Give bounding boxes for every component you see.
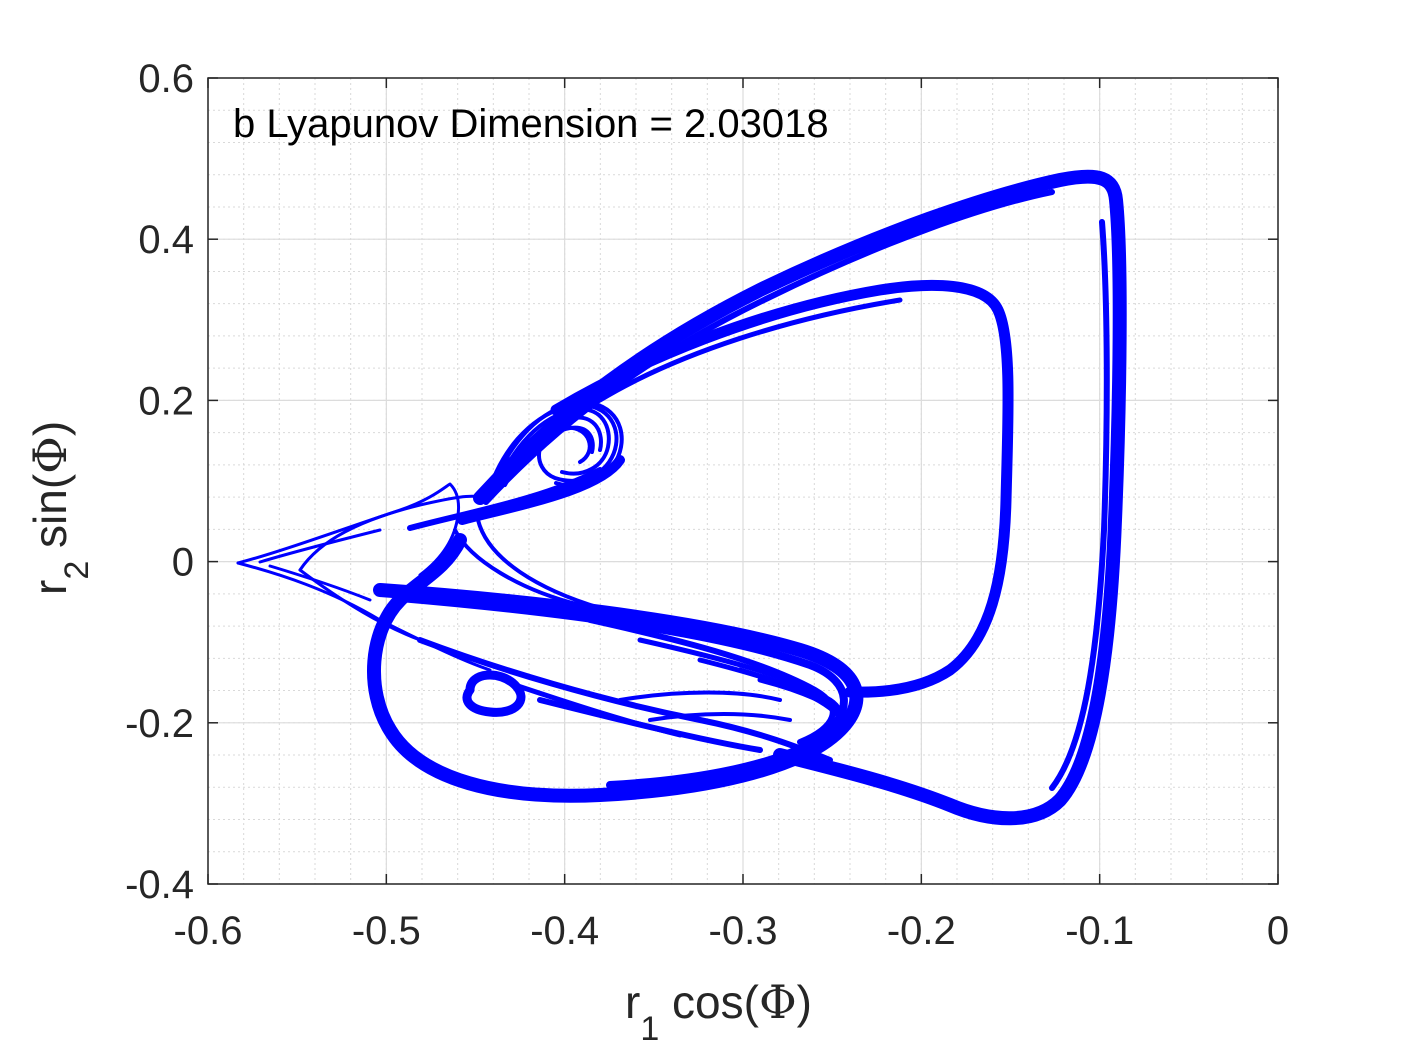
y-axis-title-close: ) xyxy=(24,421,76,436)
lyapunov-annotation: b Lyapunov Dimension = 2.03018 xyxy=(233,102,829,146)
y-tick-label: 0.4 xyxy=(138,218,194,262)
y-axis-title: r2 sin(Φ) xyxy=(23,421,96,595)
x-axis-title-close: ) xyxy=(797,976,812,1028)
x-axis-title-prefix: r xyxy=(625,976,640,1028)
x-tick-label: -0.4 xyxy=(530,909,599,953)
y-tick-label: -0.2 xyxy=(125,702,194,746)
x-tick-label: -0.2 xyxy=(887,909,956,953)
plot-area xyxy=(207,77,1279,885)
y-tick-label: 0.6 xyxy=(138,57,194,101)
attractor-trajectory xyxy=(236,169,1127,826)
axes: -0.6 -0.5 -0.4 -0.3 -0.2 -0.1 0 -0.4 -0.2 0 0.2 0.4… xyxy=(125,57,1289,953)
x-tick-label: 0 xyxy=(1267,909,1289,953)
attractor-upper-spiral xyxy=(407,400,625,531)
x-axis-title: r1 cos(Φ) xyxy=(625,975,812,1048)
attractor-inner-loop xyxy=(550,279,1014,698)
x-axis-title-symbol: Φ xyxy=(759,975,797,1029)
y-axis-title-subscript: 2 xyxy=(58,561,96,580)
y-tick-label: -0.4 xyxy=(125,863,194,907)
x-tick-label: -0.5 xyxy=(352,909,421,953)
x-axis-title-suffix: cos( xyxy=(659,976,759,1028)
x-tick-label: -0.6 xyxy=(174,909,243,953)
attractor-left-cusp xyxy=(236,482,602,672)
y-axis-title-prefix: r xyxy=(24,580,76,595)
y-tick-label: 0.2 xyxy=(138,379,194,423)
x-axis-title-subscript: 1 xyxy=(640,1010,659,1048)
attractor-lower-spiral xyxy=(367,533,864,803)
y-axis-title-suffix: sin( xyxy=(24,473,76,561)
x-tick-label: -0.3 xyxy=(709,909,778,953)
y-tick-label: 0 xyxy=(172,541,194,585)
y-axis-title-symbol: Φ xyxy=(23,436,77,474)
attractor-small-loop xyxy=(462,670,683,738)
x-tick-label: -0.1 xyxy=(1065,909,1134,953)
